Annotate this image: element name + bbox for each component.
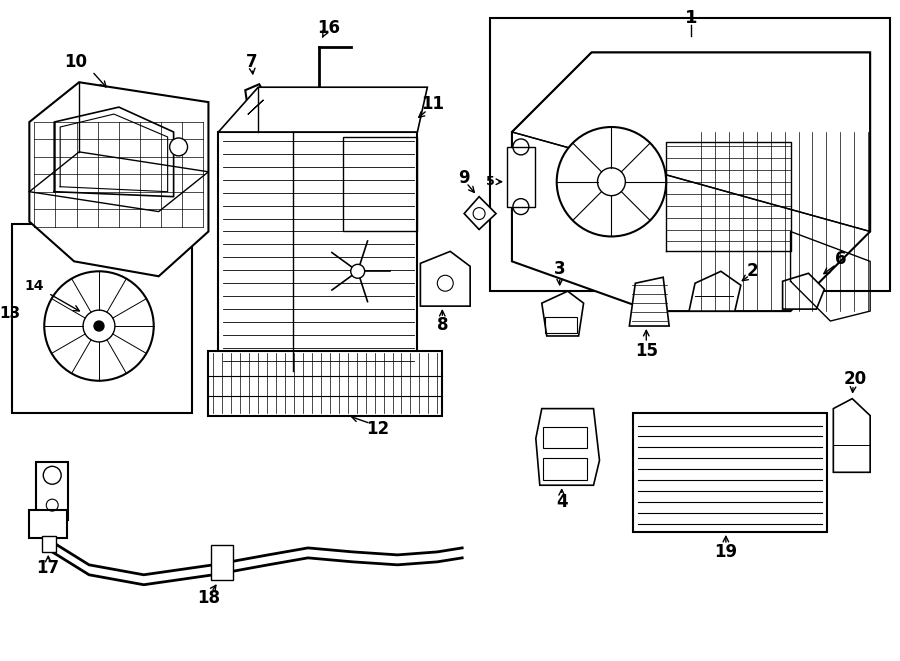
Bar [544, 317, 577, 333]
Text: 20: 20 [843, 369, 867, 388]
Text: 2: 2 [747, 262, 759, 280]
Polygon shape [246, 84, 271, 132]
Text: 10: 10 [65, 54, 87, 71]
Polygon shape [629, 277, 670, 326]
Bar [543, 458, 587, 481]
Polygon shape [219, 87, 428, 132]
Polygon shape [542, 292, 583, 336]
Circle shape [557, 127, 666, 237]
Text: 13: 13 [0, 305, 20, 321]
Text: 19: 19 [715, 543, 737, 561]
Polygon shape [536, 408, 599, 485]
Bar [310, 93, 327, 107]
Circle shape [351, 264, 364, 278]
Text: 11: 11 [421, 95, 444, 113]
Bar [13, 223, 192, 412]
Polygon shape [783, 273, 824, 309]
Bar [490, 18, 890, 292]
Circle shape [169, 138, 187, 156]
Text: 12: 12 [366, 420, 389, 438]
Circle shape [44, 271, 154, 381]
Text: 1: 1 [685, 9, 698, 26]
Polygon shape [833, 399, 870, 473]
Text: 6: 6 [834, 251, 846, 268]
Text: 16: 16 [318, 19, 340, 36]
Bar [209, 351, 442, 416]
Text: 5: 5 [486, 175, 494, 188]
Text: 4: 4 [556, 493, 568, 511]
Text: 7: 7 [246, 54, 257, 71]
Text: 15: 15 [634, 342, 658, 360]
Polygon shape [512, 52, 870, 311]
Bar [42, 536, 56, 552]
Bar [36, 462, 68, 520]
Text: 3: 3 [554, 260, 565, 278]
Polygon shape [30, 82, 209, 276]
Polygon shape [420, 251, 470, 306]
Bar [507, 147, 535, 207]
Bar [343, 137, 418, 231]
Polygon shape [689, 271, 741, 311]
Bar [634, 412, 827, 532]
Bar [219, 132, 418, 371]
Circle shape [94, 321, 104, 331]
Text: 14: 14 [24, 279, 44, 293]
Bar [543, 426, 587, 448]
Text: 8: 8 [436, 316, 448, 334]
Text: 9: 9 [458, 169, 470, 187]
Text: 17: 17 [37, 559, 59, 577]
Polygon shape [464, 197, 496, 229]
Bar [212, 545, 233, 580]
Circle shape [83, 310, 115, 342]
Bar [30, 510, 68, 538]
Text: 18: 18 [197, 589, 220, 607]
